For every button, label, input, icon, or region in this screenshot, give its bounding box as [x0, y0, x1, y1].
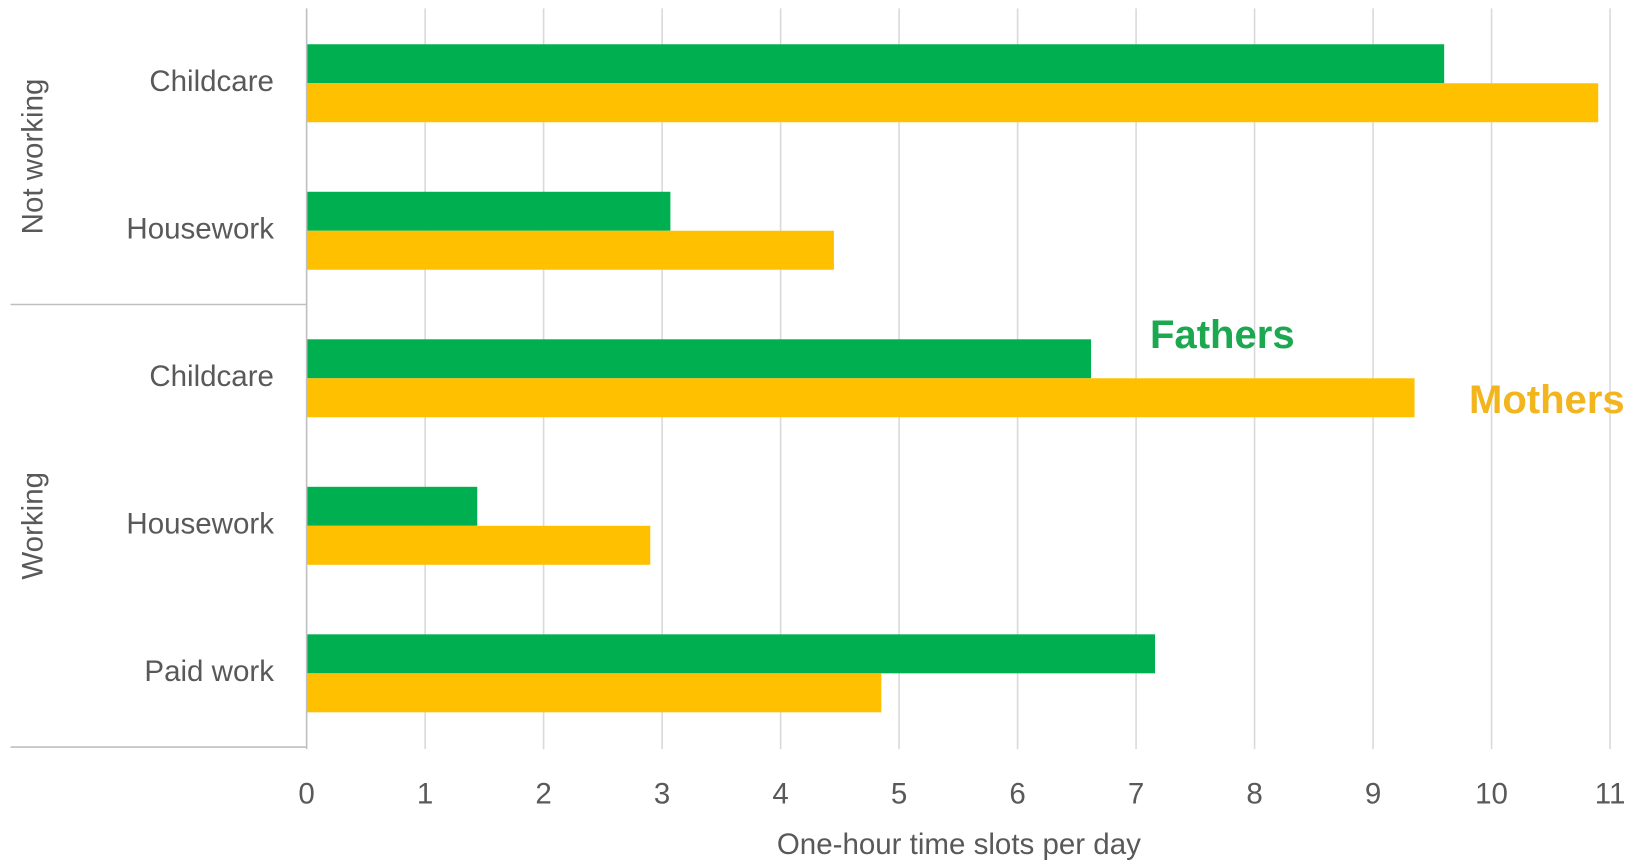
bar [306, 673, 882, 713]
bar [306, 378, 1415, 418]
x-axis-title: One-hour time slots per day [777, 828, 1141, 861]
x-tick-label: 0 [298, 777, 314, 810]
category-label: Housework [126, 213, 274, 246]
group-label: Working [17, 472, 50, 580]
category-label: Housework [126, 508, 274, 541]
x-tick-label: 7 [1128, 777, 1144, 810]
x-tick-label: 11 [1595, 777, 1626, 810]
bar [306, 191, 671, 231]
x-tick-label: 5 [891, 777, 907, 810]
x-tick-label: 10 [1475, 777, 1508, 810]
x-tick-label: 2 [535, 777, 551, 810]
x-tick-label: 6 [1009, 777, 1025, 810]
x-tick-label: 8 [1246, 777, 1262, 810]
bar [306, 83, 1599, 123]
x-tick-label: 3 [654, 777, 670, 810]
group-label: Not working [17, 79, 50, 235]
series-label: Fathers [1150, 313, 1295, 357]
bar [306, 44, 1445, 84]
x-tick-label: 1 [417, 777, 433, 810]
plot: One-hour time slots per day 0 1 2 3 4 5 6 7 8 9 10… [10, 8, 1626, 861]
category-label: Childcare [149, 360, 274, 393]
series-label: Mothers [1469, 378, 1625, 422]
x-tick-label: 4 [772, 777, 788, 810]
bar [306, 339, 1092, 379]
category-label: Childcare [149, 65, 274, 98]
bar [306, 230, 834, 270]
x-tick-label: 9 [1365, 777, 1381, 810]
category-label: Paid work [144, 655, 274, 688]
bar [306, 634, 1156, 674]
bar [306, 486, 478, 526]
bar [306, 525, 651, 565]
